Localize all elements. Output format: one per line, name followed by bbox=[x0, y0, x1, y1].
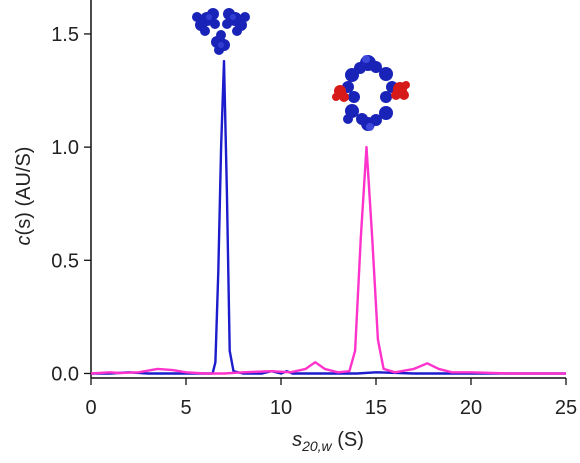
y-ticks: 0.0 0.5 1.0 1.5 bbox=[51, 24, 91, 385]
x-tick-label: 5 bbox=[180, 397, 191, 419]
y-axis-title: c(s) (AU/S) bbox=[13, 147, 35, 246]
y-tick-label: 0.5 bbox=[51, 250, 79, 272]
x-tick-label: 25 bbox=[555, 397, 577, 419]
x-tick-label: 20 bbox=[460, 397, 482, 419]
x-axis-title: s20,w (S) bbox=[292, 429, 364, 454]
antibody-complex-molecule-icon bbox=[332, 55, 410, 131]
series-line-1 bbox=[91, 59, 566, 375]
series-layer bbox=[90, 59, 566, 375]
series-line-2 bbox=[90, 145, 566, 375]
y-tick-label: 1.0 bbox=[51, 137, 79, 159]
plot-frame bbox=[90, 0, 566, 379]
x-ticks: 0 5 10 15 20 25 bbox=[85, 378, 577, 419]
x-tick-label: 15 bbox=[365, 397, 387, 419]
x-tick-label: 10 bbox=[270, 397, 292, 419]
antibody-molecule-icon bbox=[192, 8, 250, 55]
y-tick-label: 1.5 bbox=[51, 24, 79, 46]
y-tick-label: 0.0 bbox=[51, 363, 79, 385]
x-tick-label: 0 bbox=[85, 397, 96, 419]
